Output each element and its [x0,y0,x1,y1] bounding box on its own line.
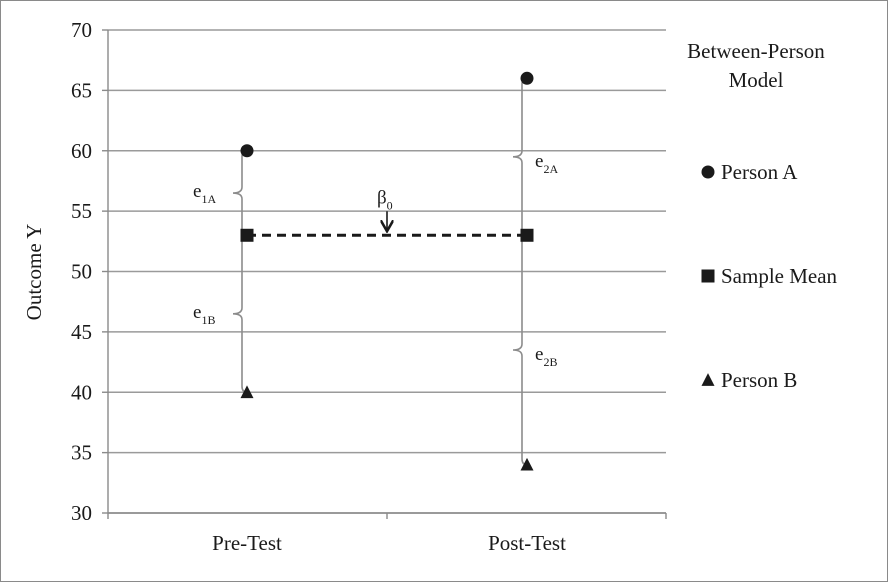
beta-label-sub: 0 [387,198,393,212]
gridlines [108,29,666,514]
y-tick-label-65: 65 [71,78,92,102]
y-tick-label-35: 35 [71,441,92,465]
point-sample-mean-pre-test [240,228,254,242]
y-tick-label-30: 30 [71,501,92,525]
y-axis-ticks: 30 35 40 45 50 55 60 65 70 [71,18,108,525]
y-axis-label: Outcome Y [22,224,46,321]
brace-e2b [512,234,528,466]
x-tick-label-pre-test: Pre-Test [212,531,282,555]
label-e1b-sub: 1B [201,313,215,327]
legend-label-sample-mean: Sample Mean [721,264,838,288]
y-tick-label-45: 45 [71,320,92,344]
y-tick-label-50: 50 [71,260,92,284]
label-e1a: e1A [193,181,216,206]
label-e2a: e2A [535,151,558,176]
point-sample-mean-post-test [520,228,534,242]
label-e2b: e2B [535,344,557,369]
y-tick-label-40: 40 [71,380,92,404]
label-e1a-sub: 1A [201,192,216,206]
legend-label-person-b: Person B [721,368,797,392]
point-person-b-post-test [520,457,534,471]
label-e1b: e1B [193,302,215,327]
point-person-a-post-test [520,71,534,85]
y-tick-label-70: 70 [71,18,92,42]
x-axis-ticks: Pre-Test Post-Test [107,513,667,555]
beta-label: β0 [377,187,393,212]
brace-e1a [232,149,248,237]
y-tick-label-55: 55 [71,199,92,223]
legend-marker-sample-mean [701,269,715,283]
brace-e1b [232,234,248,394]
legend-label-person-a: Person A [721,160,798,184]
legend-marker-person-a [701,165,715,179]
label-e2b-sub: 2B [543,355,557,369]
data-points [240,71,534,471]
point-person-a-pre-test [240,144,254,158]
legend-title-line-1: Between-Person [687,39,825,63]
legend-marker-person-b [701,373,715,386]
y-tick-label-60: 60 [71,139,92,163]
x-tick-label-post-test: Post-Test [488,531,566,555]
legend: Between-Person Model Person A Sample Mean Pe… [687,39,837,392]
legend-title-line-2: Model [729,68,784,92]
point-person-b-pre-test [240,385,254,399]
label-e2a-sub: 2A [543,162,558,176]
